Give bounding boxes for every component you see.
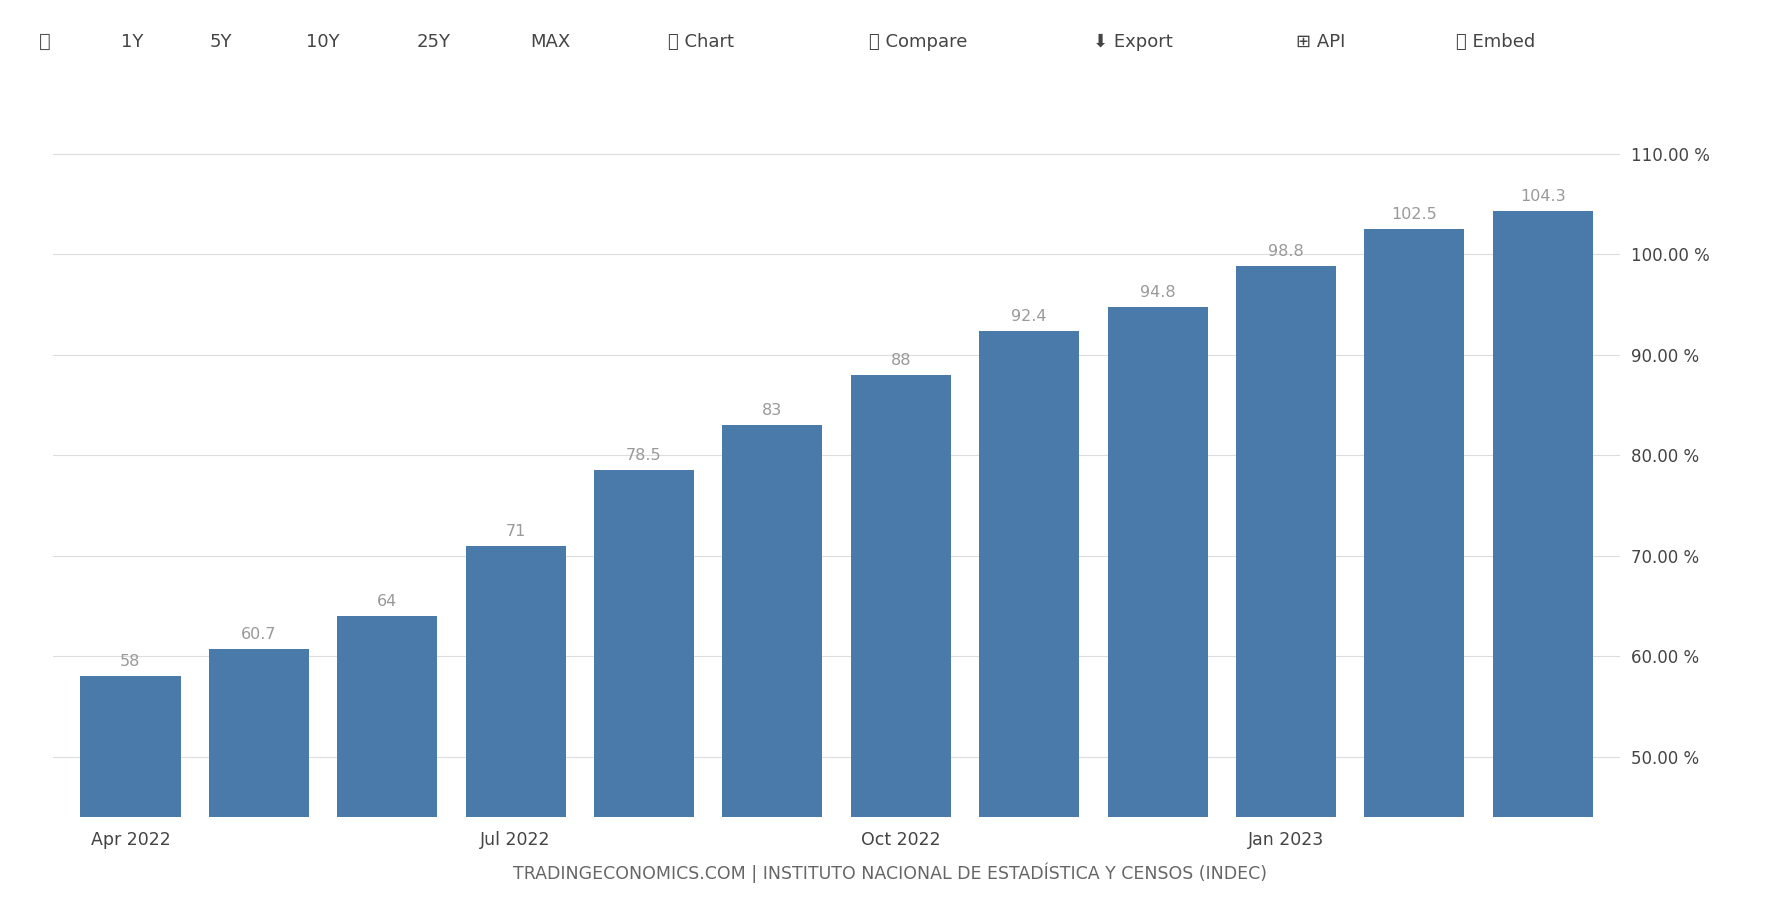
Bar: [1107, 307, 1207, 908]
Text: 64: 64: [377, 594, 397, 609]
Bar: [80, 676, 180, 908]
Text: 71: 71: [506, 524, 525, 538]
Text: 📅: 📅: [39, 32, 52, 51]
Text: 78.5: 78.5: [627, 449, 662, 463]
Bar: [466, 546, 566, 908]
Text: 10Y: 10Y: [306, 33, 340, 51]
Text: ⊞ API: ⊞ API: [1296, 33, 1346, 51]
Text: MAX: MAX: [530, 33, 571, 51]
Text: 🖼 Embed: 🖼 Embed: [1456, 33, 1536, 51]
Bar: [595, 470, 694, 908]
Text: 25Y: 25Y: [417, 33, 450, 51]
Bar: [1493, 212, 1593, 908]
Text: 📊 Chart: 📊 Chart: [668, 33, 733, 51]
Text: 58: 58: [121, 655, 141, 669]
Text: 94.8: 94.8: [1139, 284, 1175, 300]
Text: 60.7: 60.7: [240, 627, 276, 642]
Bar: [1235, 266, 1337, 908]
Text: TRADINGECONOMICS.COM | INSTITUTO NACIONAL DE ESTADÍSTICA Y CENSOS (INDEC): TRADINGECONOMICS.COM | INSTITUTO NACIONA…: [513, 863, 1267, 883]
Text: ⬇ Export: ⬇ Export: [1093, 33, 1173, 51]
Text: 104.3: 104.3: [1520, 189, 1566, 204]
Text: 102.5: 102.5: [1392, 207, 1436, 222]
Text: 92.4: 92.4: [1011, 309, 1047, 323]
Bar: [979, 331, 1079, 908]
Text: 98.8: 98.8: [1267, 244, 1305, 260]
Text: 83: 83: [762, 403, 783, 419]
Bar: [208, 649, 310, 908]
Bar: [336, 617, 438, 908]
Text: 88: 88: [890, 353, 911, 368]
Bar: [851, 375, 951, 908]
Text: 1Y: 1Y: [121, 33, 144, 51]
Bar: [1363, 229, 1465, 908]
Text: 🔀 Compare: 🔀 Compare: [869, 33, 967, 51]
Bar: [723, 425, 822, 908]
Text: 5Y: 5Y: [210, 33, 233, 51]
